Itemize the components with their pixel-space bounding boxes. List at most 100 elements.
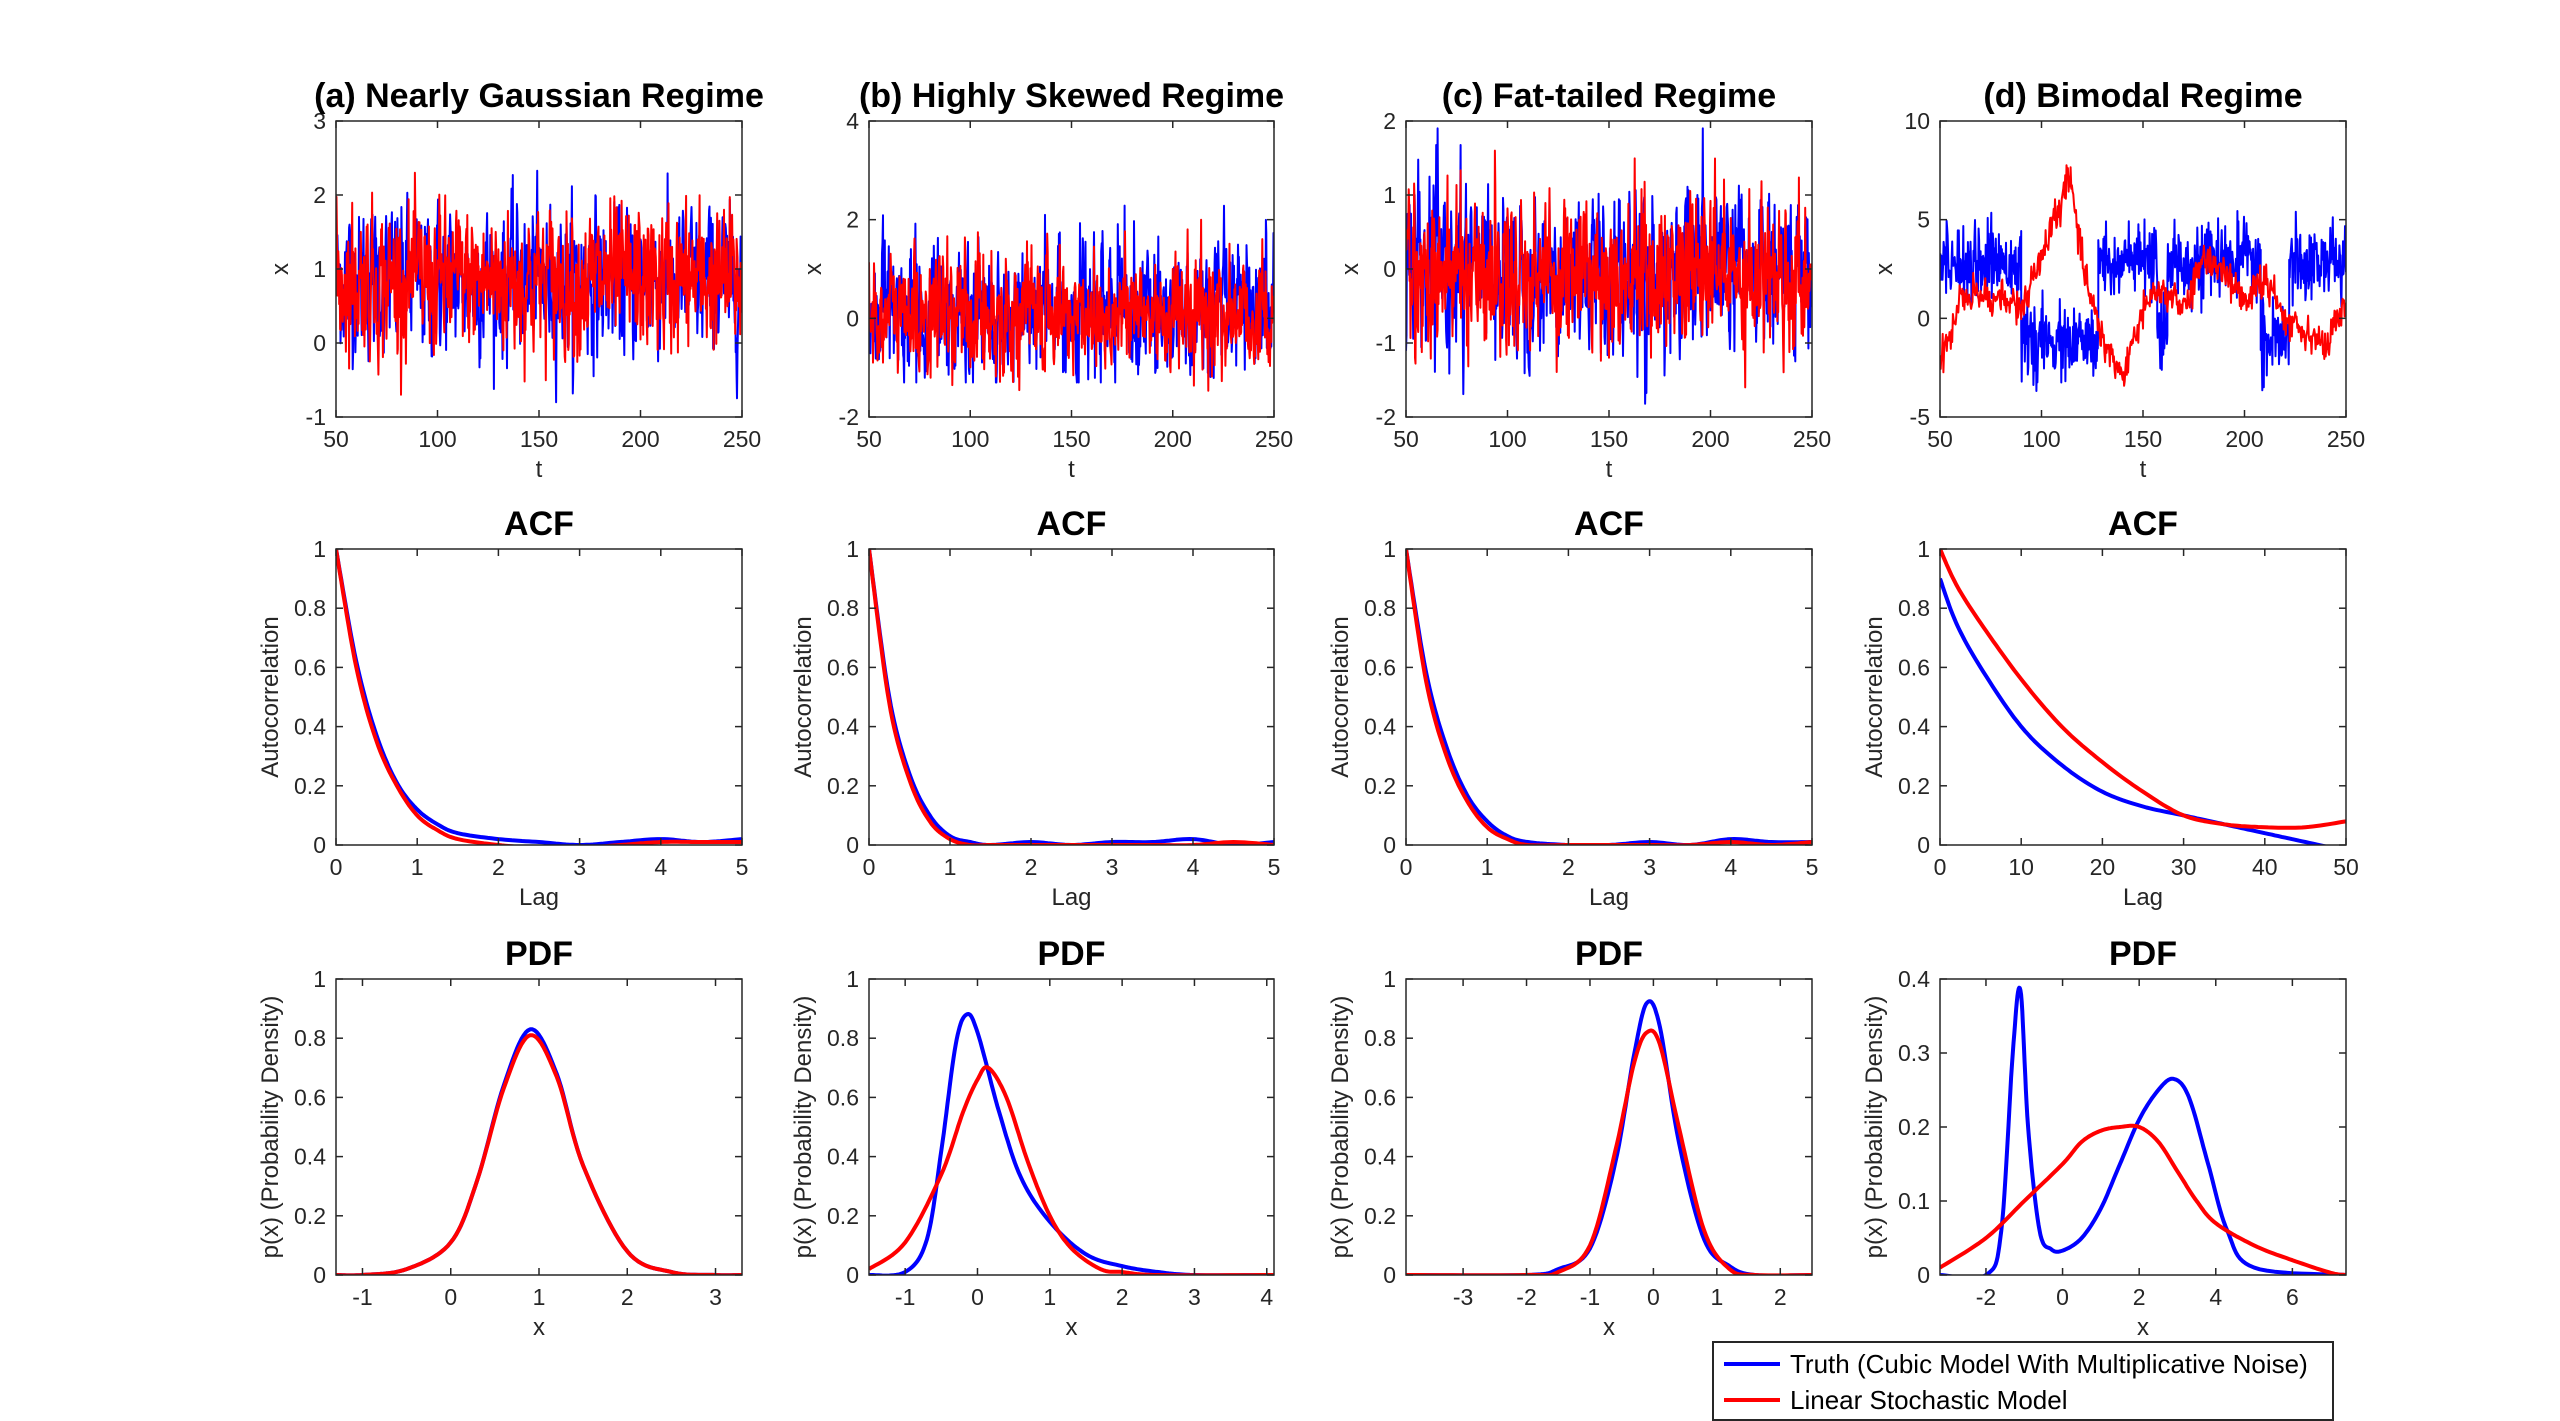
y-tick-label: 0.6 <box>1364 654 1396 680</box>
axes-box <box>868 978 1275 1276</box>
y-tick-label: -5 <box>1910 404 1930 430</box>
panel-title: ACF <box>1037 505 1107 543</box>
panel-title: PDF <box>1038 935 1106 973</box>
x-axis-label: x <box>1066 1314 1078 1341</box>
plot-area <box>1406 999 1812 1275</box>
x-tick-label: 200 <box>1691 426 1729 452</box>
y-tick-label: 0.8 <box>827 595 859 621</box>
y-tick-label: 4 <box>846 108 859 134</box>
x-tick-label: 2 <box>1774 1284 1787 1310</box>
panel-title: PDF <box>505 935 573 973</box>
x-tick-label: 4 <box>2209 1284 2222 1310</box>
x-tick-label: 4 <box>1724 854 1737 880</box>
panel-4: 50 100 150 200 250 -5 0 5 10 t x (d) Bimodal Regime <box>1871 77 2365 483</box>
x-tick-label: 0 <box>1934 854 1947 880</box>
y-tick-label: 0.8 <box>294 595 326 621</box>
y-tick-label: 0.2 <box>1364 773 1396 799</box>
x-tick-label: 2 <box>2133 1284 2146 1310</box>
y-tick-label: -2 <box>839 404 859 430</box>
plot-area <box>336 549 742 845</box>
series-truth-line <box>336 1027 742 1275</box>
y-tick-label: 2 <box>313 182 326 208</box>
series-linear-line <box>1940 1123 2346 1275</box>
x-axis-label: Lag <box>2123 884 2163 911</box>
series-linear-line <box>1940 164 2346 387</box>
x-axis-label: Lag <box>519 884 559 911</box>
y-tick-label: 0 <box>846 832 859 858</box>
x-tick-label: 50 <box>1927 426 1953 452</box>
x-axis-label: t <box>536 456 543 483</box>
y-tick-label: 0.4 <box>827 714 859 740</box>
x-tick-label: 1 <box>1481 854 1494 880</box>
y-tick-label: 0.8 <box>1898 595 1930 621</box>
y-tick-label: 1 <box>1383 536 1396 562</box>
x-tick-label: 4 <box>1260 1284 1273 1310</box>
series-truth-line <box>336 549 742 845</box>
y-tick-label: -1 <box>306 404 326 430</box>
y-tick-label: 0.6 <box>827 1084 859 1110</box>
x-tick-label: 50 <box>1393 426 1419 452</box>
panel-3: 50 100 150 200 250 -2 -1 0 1 2 t x (c) Fat-tailed Re… <box>1337 77 1831 483</box>
x-tick-label: 0 <box>1400 854 1413 880</box>
y-tick-label: 0 <box>313 832 326 858</box>
series-linear-line <box>336 171 742 396</box>
x-tick-label: 3 <box>573 854 586 880</box>
panel-title: ACF <box>2108 505 2178 543</box>
panel-5: 0 1 2 3 4 5 0 0.2 0.4 0.6 0.8 1 Lag Autocorrelation AC… <box>257 505 748 911</box>
y-tick-label: 1 <box>1383 966 1396 992</box>
x-tick-label: 2 <box>1116 1284 1129 1310</box>
x-tick-label: 20 <box>2090 854 2116 880</box>
x-axis-label: t <box>2140 456 2147 483</box>
series-linear-line <box>869 549 1274 845</box>
axes-box <box>335 978 743 1276</box>
plot-area <box>869 204 1274 392</box>
x-tick-label: 150 <box>1590 426 1628 452</box>
y-tick-label: 0.4 <box>1898 714 1930 740</box>
legend-label-truth: Truth (Cubic Model With Multiplicative N… <box>1790 1348 2308 1379</box>
series-truth-line <box>869 549 1274 845</box>
x-tick-label: 3 <box>1106 854 1119 880</box>
panel-2: 50 100 150 200 250 -2 0 2 4 t x (b) Highly Skewed R… <box>800 77 1293 483</box>
y-tick-label: 0 <box>1383 832 1396 858</box>
y-tick-label: 1 <box>313 256 326 282</box>
x-tick-label: 0 <box>444 1284 457 1310</box>
panel-title: ACF <box>1574 505 1644 543</box>
y-tick-label: 0 <box>1917 305 1930 331</box>
y-tick-label: 0.2 <box>1898 773 1930 799</box>
panel-title: (b) Highly Skewed Regime <box>859 77 1284 115</box>
y-axis-label: x <box>1337 263 1364 275</box>
panel-title: PDF <box>1575 935 1643 973</box>
y-tick-label: 0.2 <box>827 1203 859 1229</box>
plot-area <box>336 1027 742 1275</box>
panel-11: -3 -2 -1 0 1 2 0 0.2 0.4 0.6 0.8 1 x p(x) (Probabilit… <box>1327 935 1813 1341</box>
y-axis-label: p(x) (Probability Density) <box>1327 996 1354 1259</box>
axes-box <box>1405 978 1813 1276</box>
plot-area <box>1406 549 1812 845</box>
series-linear-line <box>1406 1028 1812 1275</box>
legend-line-truth <box>1724 1362 1780 1366</box>
x-tick-label: 4 <box>654 854 667 880</box>
series-truth-line <box>869 1012 1274 1275</box>
legend: Truth (Cubic Model With Multiplicative N… <box>1712 1341 2334 1421</box>
x-tick-label: 5 <box>1268 854 1281 880</box>
plot-area <box>1940 164 2346 392</box>
series-linear-line <box>336 1033 742 1275</box>
x-tick-label: 250 <box>1793 426 1831 452</box>
y-tick-label: 0.8 <box>294 1025 326 1051</box>
x-tick-label: 3 <box>1188 1284 1201 1310</box>
y-tick-label: 1 <box>846 536 859 562</box>
x-tick-label: 10 <box>2008 854 2034 880</box>
x-tick-label: 5 <box>1806 854 1819 880</box>
y-axis-label: Autocorrelation <box>1861 616 1888 777</box>
x-tick-label: -1 <box>352 1284 372 1310</box>
y-tick-label: 0 <box>1383 256 1396 282</box>
y-tick-label: 2 <box>846 207 859 233</box>
x-axis-label: t <box>1606 456 1613 483</box>
legend-label-linear: Linear Stochastic Model <box>1790 1384 2068 1415</box>
x-tick-label: 150 <box>2124 426 2162 452</box>
y-tick-label: 0 <box>1383 1262 1396 1288</box>
x-tick-label: -1 <box>895 1284 915 1310</box>
y-tick-label: 1 <box>846 966 859 992</box>
